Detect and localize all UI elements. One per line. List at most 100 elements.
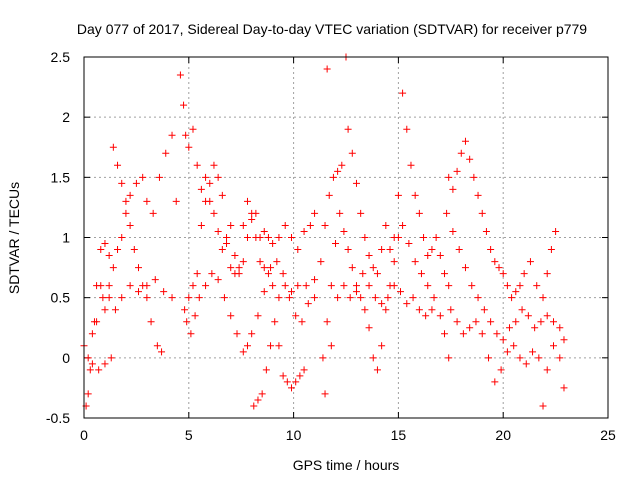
data-point [134,288,142,296]
data-point [403,300,411,308]
data-point [304,300,312,308]
data-point [323,65,331,73]
data-point [480,306,488,314]
data-point [202,197,210,205]
data-point [340,282,348,290]
data-point [516,354,524,362]
y-axis: -0.5 0 0.5 1 1.5 2 2.5 [46,49,608,426]
data-point [466,155,474,163]
data-point [537,318,545,326]
data-point [88,330,96,338]
series-track-13 [443,209,568,344]
data-point [155,173,163,181]
data-point [252,234,260,241]
data-point [403,125,411,133]
data-point [105,294,113,302]
series-track-9 [317,53,453,290]
gridlines [84,57,608,418]
data-point [256,258,264,266]
data-point [275,294,283,302]
data-point [369,264,377,272]
data-point [550,318,558,326]
data-point [396,288,404,296]
data-point [239,258,247,266]
data-point [101,240,109,248]
data-point [382,306,390,314]
data-point [550,342,558,350]
series-track-5 [176,71,319,278]
data-point [512,288,520,296]
data-point [202,173,210,181]
series-track-7 [183,258,319,356]
data-point [149,209,157,217]
data-point [461,137,469,145]
data-point [279,372,287,380]
data-point [239,221,247,229]
data-point [348,149,356,157]
data-point [405,240,413,248]
data-point [143,294,151,302]
data-point [518,306,526,314]
data-point [130,246,138,254]
data-point [185,294,193,302]
data-point [390,258,398,266]
data-point [288,234,296,241]
data-point [285,294,293,302]
data-point [210,209,218,217]
data-point [378,300,386,308]
data-point [487,246,495,254]
data-point [99,294,107,302]
data-point [352,282,360,290]
data-point [373,270,381,278]
data-point [445,354,453,362]
data-point [300,227,308,235]
data-point [231,270,239,278]
data-point [321,390,329,398]
data-point [158,348,166,356]
data-point [361,306,369,314]
data-point [101,306,109,314]
series-track-10 [319,209,453,374]
data-point [114,246,122,254]
data-point [243,197,251,205]
data-point [118,179,126,187]
data-point [300,366,308,374]
x-tick-label: 15 [391,427,407,443]
data-point [394,234,402,241]
data-point [520,270,528,278]
data-point [386,246,394,254]
data-point [218,246,226,254]
data-point [254,396,262,404]
data-point [109,143,117,151]
series-track-6 [181,161,319,314]
data-point [327,342,335,350]
data-point [455,246,463,254]
series-track-12 [445,137,560,302]
data-point [543,366,551,374]
data-point [352,179,360,187]
data-point [365,324,373,332]
data-point [325,191,333,199]
data-point [453,167,461,175]
data-point [474,191,482,199]
data-point [491,258,499,266]
data-point [132,179,140,187]
data-point [533,282,541,290]
x-tick-label: 25 [600,427,616,443]
data-point [197,221,205,229]
x-axis-label: GPS time / hours [293,457,400,473]
data-point [493,330,501,338]
data-point [227,312,235,320]
data-point [269,282,277,290]
data-point [298,318,306,326]
data-point [185,143,193,151]
data-point [218,191,226,199]
data-point [526,258,534,266]
data-point [390,282,398,290]
data-point [512,318,520,326]
data-point [153,342,161,350]
data-point [499,270,507,278]
data-point [151,276,159,284]
data-point [369,354,377,362]
x-tick-label: 10 [286,427,302,443]
